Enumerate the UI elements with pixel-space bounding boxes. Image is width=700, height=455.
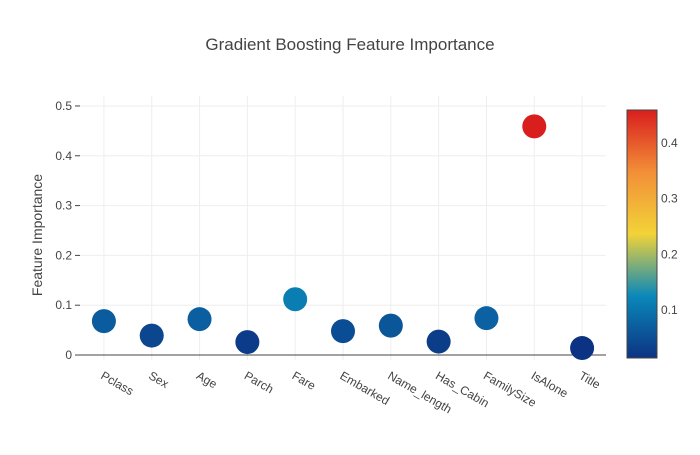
colorbar-tick-label: 0.1 (661, 303, 678, 317)
x-tick-label: Embarked (338, 368, 392, 407)
x-tick-label: Parch (242, 368, 276, 396)
data-point[interactable] (283, 287, 308, 312)
y-tick-label: 0 (65, 348, 72, 362)
data-point[interactable] (474, 306, 499, 331)
colorbar-tick-label: 0.2 (661, 247, 678, 261)
data-point[interactable] (570, 336, 595, 361)
data-point[interactable] (522, 114, 547, 139)
data-point[interactable] (331, 319, 355, 344)
data-point[interactable] (235, 330, 260, 355)
x-tick-label: Title (577, 368, 604, 391)
marker-layer (91, 114, 595, 361)
y-tick-label: 0.4 (55, 149, 72, 163)
y-tick-label: 0.1 (55, 298, 72, 312)
x-tick-label: Pclass (98, 368, 136, 398)
data-point[interactable] (426, 329, 451, 354)
colorbar-gradient (626, 109, 658, 359)
y-tick-label: 0.3 (55, 199, 72, 213)
y-tick-label: 0.5 (55, 99, 72, 113)
y-tick-label: 0.2 (55, 248, 72, 262)
chart-title: Gradient Boosting Feature Importance (205, 35, 494, 54)
grid-layer (80, 96, 606, 360)
axis-layer: 0 0.1 0.2 0.3 0.4 0.5 Pclass Sex Age Parch Fare Emb… (55, 99, 606, 416)
colorbar-tick-label: 0.4 (661, 136, 678, 150)
x-tick-label: Fare (290, 368, 319, 393)
data-point[interactable] (91, 309, 116, 334)
data-point[interactable] (187, 307, 212, 332)
colorbar: 0.1 0.2 0.3 0.4 (626, 109, 678, 359)
data-point[interactable] (378, 313, 403, 338)
data-point[interactable] (139, 323, 164, 348)
y-axis-title: Feature Importance (29, 174, 45, 296)
x-tick-label: Age (194, 368, 220, 391)
x-tick-label: Sex (146, 368, 171, 390)
x-tick-label: FamilySize (481, 368, 539, 410)
colorbar-tick-label: 0.3 (661, 192, 678, 206)
